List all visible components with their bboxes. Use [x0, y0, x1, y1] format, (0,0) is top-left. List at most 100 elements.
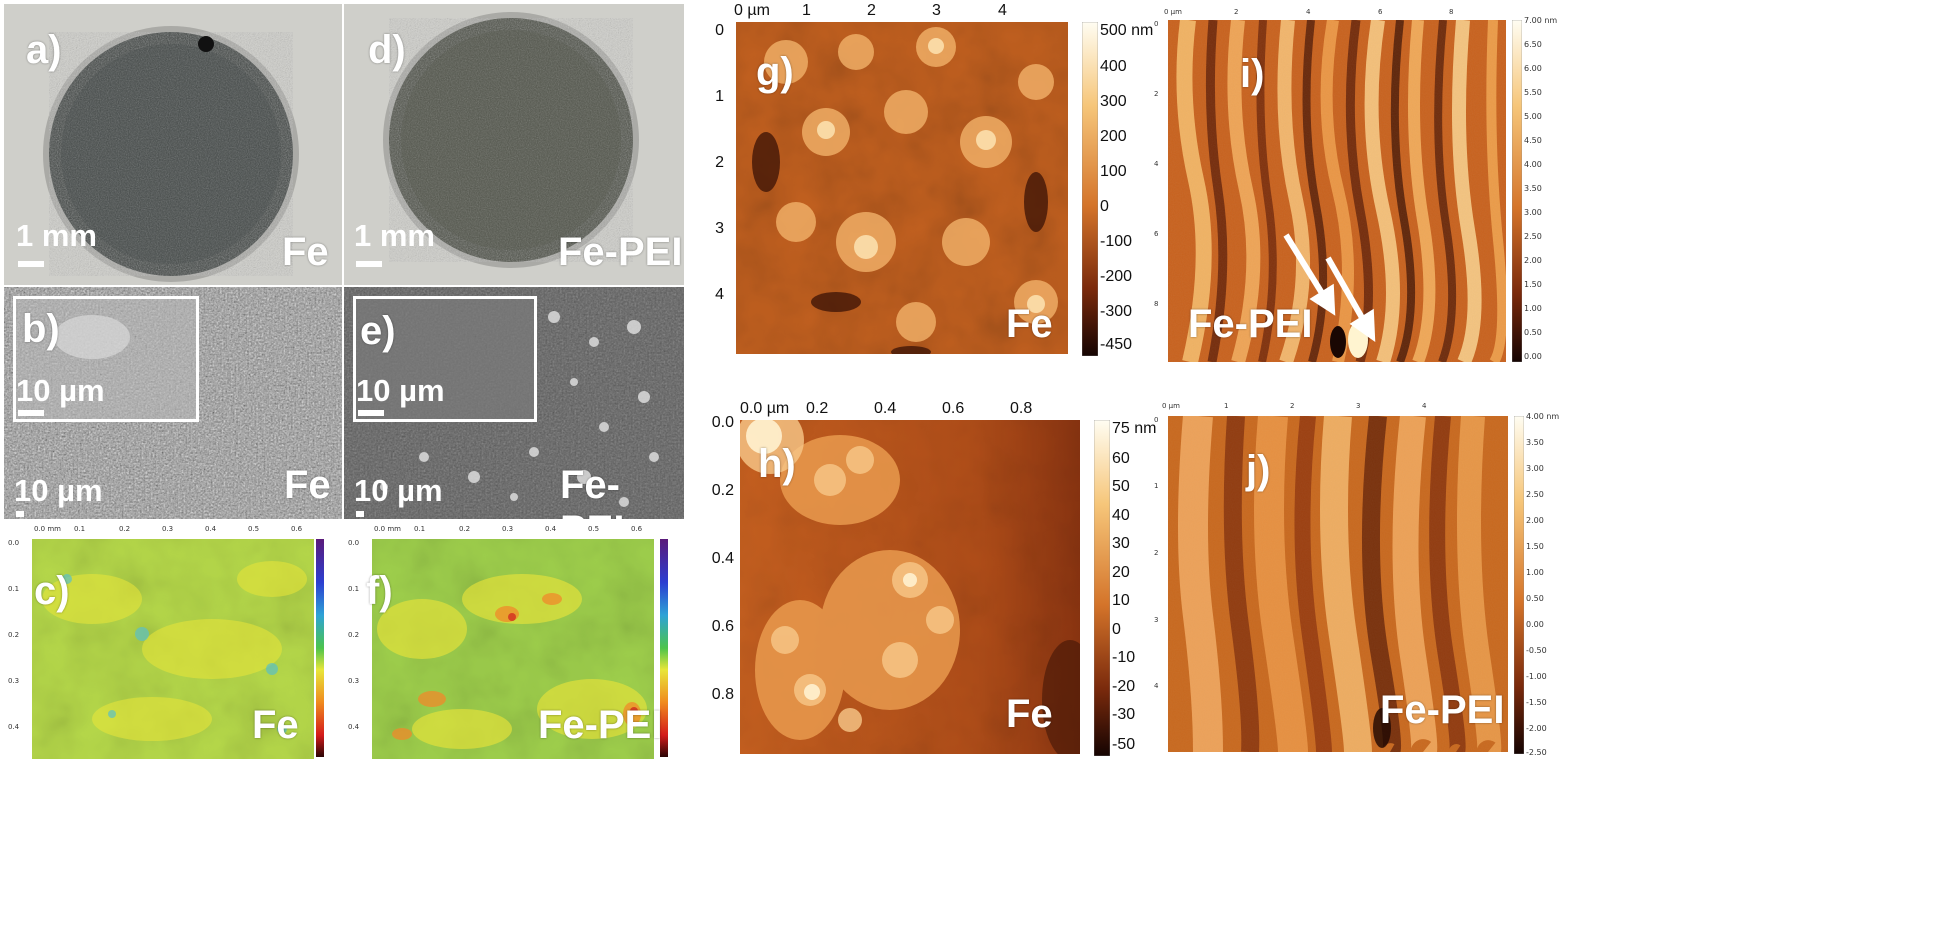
panel-b-inset [13, 296, 199, 422]
colorbar-tick: -300 [1100, 303, 1133, 320]
panel-b-inset-scalebar [18, 410, 44, 416]
colorbar-tick: 1.00 [1526, 568, 1544, 577]
panel-a-scale-text: 1 mm [16, 218, 97, 253]
panel-f-xaxis: 0.0 mm 0.1 0.2 0.3 0.4 0.5 0.6 [374, 525, 644, 537]
panel-c-yaxis: 0.0 0.1 0.2 0.3 0.4 [8, 539, 30, 759]
x-tick: 2 [867, 2, 876, 19]
panel-c-xaxis: 0.0 mm 0.1 0.2 0.3 0.4 0.5 0.6 [34, 525, 304, 537]
x-tick: 0.5 [248, 525, 260, 533]
panel-b-scalebar [16, 511, 24, 517]
panel-f-colorbar [660, 539, 668, 757]
panel-a-scalebar [18, 261, 44, 267]
x-tick: 0.2 [459, 525, 471, 533]
panel-e-inset-scalebar [358, 410, 384, 416]
panel-g-material: Fe [1006, 302, 1053, 346]
colorbar-tick: 0.50 [1526, 594, 1544, 603]
x-tick: 0.0 mm [34, 525, 61, 533]
x-tick: 0.0 µm [740, 400, 790, 417]
colorbar-tick: 4.50 [1524, 136, 1542, 145]
y-tick: 3 [715, 220, 724, 237]
panel-g-xaxis: 0 µm 1 2 3 4 [734, 2, 1074, 22]
x-tick: 0.2 [806, 400, 829, 417]
colorbar-tick: 1.50 [1526, 542, 1544, 551]
colorbar-tick: 6.50 [1524, 40, 1542, 49]
colorbar-tick: 100 [1100, 163, 1127, 180]
panel-d-material: Fe-PEI [558, 230, 683, 274]
y-tick: 4 [1154, 682, 1159, 690]
x-tick: 0.4 [205, 525, 217, 533]
panel-j-label: j) [1246, 448, 1271, 492]
x-tick: 8 [1449, 8, 1454, 16]
profile-map-fe-pei [372, 539, 654, 759]
colorbar-tick: 1.00 [1524, 304, 1542, 313]
afm-topography-fe-pei-10um [1168, 20, 1506, 362]
colorbar-tick: 60 [1112, 450, 1130, 467]
x-tick: 4 [1306, 8, 1311, 16]
colorbar-tick: 3.50 [1524, 184, 1542, 193]
y-tick: 4 [1154, 160, 1159, 168]
colorbar-tick: 0.00 [1524, 352, 1542, 361]
y-tick: 0 [715, 22, 724, 39]
colorbar-tick: 3.00 [1526, 464, 1544, 473]
panel-e-scale-text: 10 µm [354, 473, 443, 508]
colorbar-tick: 500 nm [1100, 22, 1154, 39]
panel-g-yaxis: 0 1 2 3 4 [700, 22, 730, 362]
sem-image-fe [4, 287, 342, 519]
panel-j-xaxis: 0 µm 1 2 3 4 [1162, 402, 1492, 414]
colorbar-tick: 5.00 [1524, 112, 1542, 121]
y-tick: 0.3 [8, 677, 20, 685]
x-tick: 0 µm [734, 2, 770, 19]
y-tick: 0.6 [711, 618, 734, 635]
panel-f-label: f) [366, 569, 393, 613]
y-tick: 0.4 [8, 723, 20, 731]
panel-g-afm: 0 µm 1 2 3 4 0 1 2 3 4 500 nm 4 [700, 0, 1153, 370]
panel-g-colorbar [1082, 22, 1098, 356]
colorbar-tick: 2.00 [1524, 256, 1542, 265]
colorbar-tick: -30 [1112, 706, 1136, 723]
panel-h-yaxis: 0.0 0.2 0.4 0.6 0.8 [702, 414, 736, 764]
panel-g-label: g) [756, 50, 794, 94]
panel-i-colorbar-labels: 7.00 nm 6.50 6.00 5.50 5.00 4.50 4.00 3.… [1524, 16, 1564, 366]
colorbar-tick: 50 [1112, 478, 1130, 495]
y-tick: 6 [1154, 230, 1159, 238]
colorbar-tick: 5.50 [1524, 88, 1542, 97]
panel-b-scale-text: 10 µm [14, 473, 103, 508]
x-tick: 4 [998, 2, 1007, 19]
panel-h-label: h) [758, 442, 796, 486]
colorbar-tick: -50 [1112, 736, 1136, 753]
panel-f-yaxis: 0.0 0.1 0.2 0.3 0.4 [348, 539, 370, 759]
panel-d-scalebar [356, 261, 382, 267]
disc-photo-fe [4, 4, 342, 285]
x-tick: 0.5 [588, 525, 600, 533]
colorbar-tick: 4.00 [1524, 160, 1542, 169]
y-tick: 0.8 [711, 686, 734, 703]
colorbar-tick: -1.50 [1526, 698, 1547, 707]
x-tick: 0.6 [942, 400, 965, 417]
y-tick: 4 [715, 286, 724, 303]
panel-i-yaxis: 0 2 4 6 8 [1154, 20, 1164, 360]
y-tick: 0.4 [711, 550, 734, 567]
x-tick: 0.1 [414, 525, 426, 533]
colorbar-tick: 400 [1100, 58, 1127, 75]
colorbar-tick: 300 [1100, 93, 1127, 110]
panel-e-label: e) [360, 309, 396, 353]
colorbar-tick: 0 [1112, 621, 1121, 638]
y-tick: 2 [1154, 549, 1159, 557]
colorbar-tick: -10 [1112, 649, 1136, 666]
x-tick: 0.6 [291, 525, 303, 533]
panel-j-material: Fe-PEI [1380, 688, 1505, 732]
y-tick: 0 [1154, 20, 1159, 28]
colorbar-tick: 0.00 [1526, 620, 1544, 629]
colorbar-tick: 6.00 [1524, 64, 1542, 73]
colorbar-tick: 7.00 nm [1524, 16, 1558, 25]
panel-f-profile: 0.0 mm 0.1 0.2 0.3 0.4 0.5 0.6 0.0 0.1 0… [344, 525, 684, 761]
colorbar-tick: -0.50 [1526, 646, 1547, 655]
y-tick: 2 [715, 154, 724, 171]
panel-f-material: Fe-PEI [538, 703, 663, 747]
panel-i-afm: 0 µm 2 4 6 8 0 2 4 6 8 [1152, 8, 1557, 368]
disc-photo-fe-pei [344, 4, 684, 285]
y-tick: 0.2 [348, 631, 360, 639]
panel-b-label: b) [22, 307, 60, 351]
y-tick: 0.0 [8, 539, 20, 547]
panel-e-material: Fe-PEI [560, 463, 624, 519]
